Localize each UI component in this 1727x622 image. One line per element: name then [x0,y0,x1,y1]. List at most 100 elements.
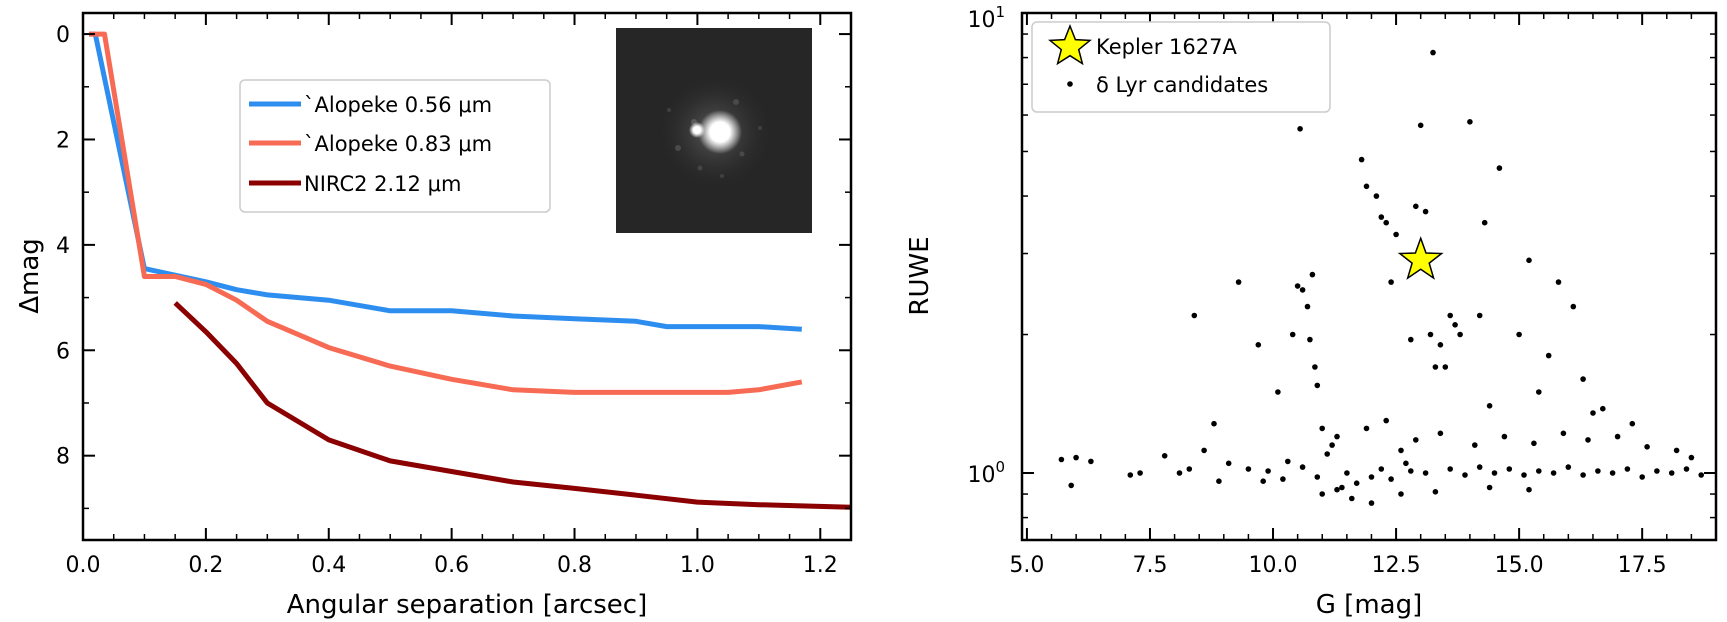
scatter-point [1088,458,1094,465]
x-tick-labels: 5.0 7.5 10.0 12.5 15.0 17.5 [1009,553,1666,578]
x-tick-label: 1.0 [680,553,715,578]
x-tick-label: 17.5 [1618,553,1667,578]
scatter-point [1314,474,1321,480]
scatter-point [1413,203,1419,210]
series-line-2 [173,301,852,510]
scatter-point [1654,468,1660,474]
scatter-point [1297,126,1303,132]
scatter-point [1462,472,1468,478]
scatter-point [1437,342,1444,348]
star-marker [1397,236,1444,280]
scatter-point [1176,470,1183,476]
scatter-point [1536,389,1542,395]
scatter-point [1555,279,1562,285]
scatter-point [1383,219,1389,226]
scatter-point [1600,405,1606,412]
scatter-point [1127,472,1134,478]
scatter-point [1058,456,1065,463]
scatter-point [1137,470,1143,476]
scatter-point [1255,342,1262,348]
scatter-point [1580,376,1586,382]
scatter-point [1201,447,1207,454]
scatter-points [1058,49,1704,506]
scatter-point [1299,287,1306,293]
series-lines [89,31,852,510]
scatter-point [1225,460,1232,467]
scatter-point [1211,420,1217,427]
scatter-point [1506,466,1513,472]
scatter-point [1467,119,1473,125]
x-tick-label: 0.2 [188,553,223,578]
y-tick-label-10-1: 101 [967,3,1005,33]
scatter-point [1388,476,1394,482]
scatter-point [1526,257,1532,264]
scatter-point [1472,442,1478,448]
scatter-point [1452,322,1458,328]
scatter-point [1521,472,1527,478]
scatter-point [1422,208,1429,215]
scatter-point [1353,480,1360,487]
x-tick-labels: 0.0 0.2 0.4 0.6 0.8 1.0 1.2 [66,553,838,578]
scatter-point [1309,271,1316,278]
legend-label-darkred: NIRC2 2.12 μm [304,172,461,196]
legend: Kepler 1627A δ Lyr candidates [1031,21,1331,113]
scatter-point [1216,478,1222,485]
scatter-point [1294,283,1301,289]
scatter-point [1312,364,1318,370]
scatter-point [1068,482,1074,489]
scatter-point [1388,279,1394,285]
scatter-point [1683,466,1690,472]
scatter-point [1349,495,1355,502]
y-tick-label-10-0: 100 [967,458,1005,488]
scatter-point [1526,486,1532,493]
scatter-point [1304,303,1311,310]
inset-speckle-image [616,28,812,233]
scatter-point [1457,331,1463,338]
scatter-point [1580,472,1586,478]
scatter-point [1265,468,1271,474]
contrast-curve-chart: 0.0 0.2 0.4 0.6 0.8 1.0 1.2 0 2 4 6 8 `Alopeke 0.5… [15,11,853,620]
scatter-point [1565,464,1572,470]
scatter-point [1314,382,1321,389]
scatter-point [1476,464,1483,470]
scatter-point [1437,430,1444,437]
scatter-point [1161,453,1168,459]
scatter-point [1358,156,1365,163]
kepler-star-marker [1397,236,1444,280]
scatter-point [1363,183,1370,190]
scatter-point [1614,433,1621,440]
scatter-point [1624,466,1631,472]
legend-box [239,79,551,213]
scatter-point [1235,279,1242,285]
scatter-point [1486,403,1493,409]
scatter-point [1260,478,1266,485]
x-tick-label: 12.5 [1372,553,1421,578]
x-tick-label: 0.8 [557,553,592,578]
scatter-point [1644,444,1650,450]
scatter-point [1275,389,1281,395]
legend-box [1031,21,1331,113]
scatter-point [1191,312,1198,319]
scatter-point [1447,466,1453,472]
scatter-point [1609,470,1616,476]
scatter-point [1383,417,1389,424]
scatter-point [1378,466,1385,472]
y-tick-label: 2 [56,128,70,153]
scatter-point [1531,440,1537,447]
y-tick-label: 6 [56,339,70,364]
scatter-point [1408,468,1414,474]
scatter-point [1280,476,1286,482]
legend-label-orange: `Alopeke 0.83 μm [304,132,492,156]
x-axis-label: G [mag] [1316,590,1422,620]
scatter-point [1344,470,1350,476]
scatter-point [1550,470,1557,476]
scatter-point [1629,420,1636,427]
scatter-point [1570,303,1577,310]
scatter-point [1486,484,1493,491]
scatter-point [1319,425,1325,432]
scatter-point [1673,447,1680,454]
scatter-point [1186,466,1193,472]
scatter-point [1339,484,1345,491]
x-tick-label: 5.0 [1009,553,1044,578]
scatter-point [1422,470,1429,476]
